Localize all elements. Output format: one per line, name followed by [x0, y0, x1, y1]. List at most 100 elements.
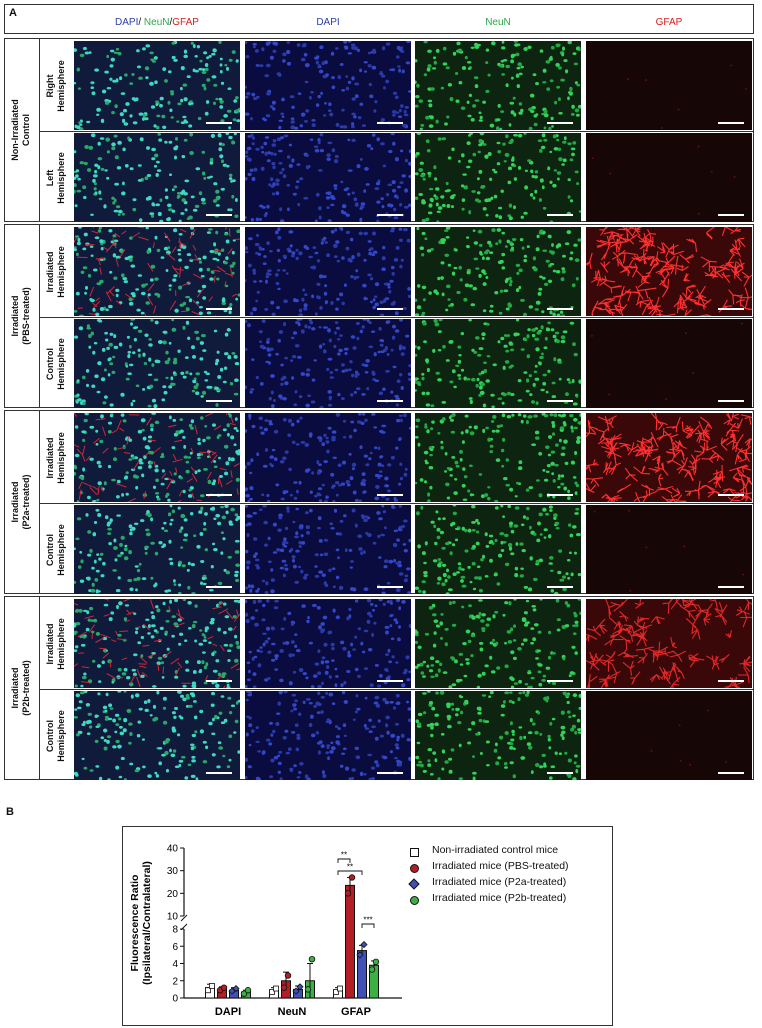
- column-title-part: GFAP: [655, 17, 683, 28]
- group-label: Non-Irradiated Control: [10, 70, 32, 190]
- scale-bar: [206, 680, 232, 682]
- merged-fluorescence-image: [74, 227, 240, 316]
- merged-fluorescence-image: [74, 505, 240, 594]
- neun-fluorescence-image: [415, 413, 581, 502]
- data-point: [220, 984, 228, 991]
- panel-a-letter: A: [9, 7, 17, 19]
- group-label-line: Control: [21, 114, 31, 146]
- data-point: [280, 984, 288, 991]
- scale-bar: [377, 772, 403, 774]
- data-point: [304, 986, 312, 993]
- group-label: Irradiated (P2b-treated): [10, 628, 32, 748]
- y-axis-label-line: Fluorescence Ratio: [129, 875, 141, 972]
- merged-fluorescence-image: [74, 691, 240, 780]
- group-label-line: (PBS-treated): [21, 287, 31, 345]
- data-point: [269, 989, 275, 995]
- row-label-line: Left: [45, 169, 55, 186]
- neun-fluorescence-image: [415, 133, 581, 222]
- group-label: Irradiated (PBS-treated): [10, 256, 32, 376]
- dapi-fluorescence-image: [245, 41, 411, 130]
- panel-b-letter: B: [6, 806, 14, 818]
- scale-bar: [718, 308, 744, 310]
- scale-bar: [547, 122, 573, 124]
- dapi-fluorescence-image: [245, 319, 411, 408]
- row-divider: [39, 503, 754, 504]
- gfap-fluorescence-image: [586, 133, 752, 222]
- scale-bar: [377, 400, 403, 402]
- data-point: [360, 940, 368, 949]
- scale-bar: [547, 586, 573, 588]
- data-point: [232, 984, 240, 993]
- data-point: [368, 966, 376, 973]
- data-point: [372, 958, 380, 965]
- column-title-part: /: [138, 17, 144, 28]
- row-label-line: Control: [45, 347, 55, 380]
- group-label-line: Irradiated: [10, 481, 20, 523]
- significance-label: **: [347, 863, 353, 872]
- legend-marker: [410, 864, 419, 873]
- group-label-divider: [39, 410, 40, 594]
- scale-bar: [377, 586, 403, 588]
- scale-bar: [718, 214, 744, 216]
- data-point: [296, 983, 304, 991]
- group-label-divider: [39, 596, 40, 780]
- data-point: [337, 985, 343, 992]
- row-label: Control Hemisphere: [45, 510, 67, 590]
- neun-fluorescence-image: [415, 505, 581, 594]
- row-label-line: Hemisphere: [56, 151, 66, 204]
- group-label-divider: [39, 38, 40, 222]
- data-point: [284, 972, 292, 979]
- panel-b-frame: [122, 826, 613, 1026]
- gfap-fluorescence-image: [586, 413, 752, 502]
- scale-bar: [718, 680, 744, 682]
- column-title-part: /: [169, 17, 173, 28]
- column-title: GFAP: [586, 17, 752, 28]
- scale-bar: [547, 308, 573, 310]
- data-point: [308, 955, 316, 963]
- panel-a-header-frame: [4, 4, 754, 34]
- scale-bar: [206, 214, 232, 216]
- scale-bar: [718, 400, 744, 402]
- neun-fluorescence-image: [415, 41, 581, 130]
- y-tick-label: 4: [172, 959, 178, 970]
- data-point: [292, 987, 300, 995]
- group-label-line: Non-Irradiated: [10, 99, 20, 161]
- y-tick-label: 8: [172, 925, 178, 936]
- row-label-line: Control: [45, 719, 55, 752]
- data-point: [333, 989, 339, 995]
- y-tick-label: 2: [172, 976, 178, 987]
- y-tick-label: 0: [172, 994, 178, 1005]
- merged-fluorescence-image: [74, 413, 240, 502]
- data-point: [209, 983, 215, 989]
- data-point: [240, 990, 248, 997]
- scale-bar: [718, 586, 744, 588]
- x-category-label: DAPI: [215, 1006, 241, 1018]
- row-divider: [39, 131, 754, 132]
- scale-bar: [206, 400, 232, 402]
- scale-bar: [718, 122, 744, 124]
- y-tick-label: 6: [172, 942, 178, 953]
- scale-bar: [377, 680, 403, 682]
- legend-label: Irradiated mice (PBS-treated): [432, 860, 569, 872]
- row-label-line: Hemisphere: [56, 523, 66, 576]
- merged-fluorescence-image: [74, 133, 240, 222]
- column-title-part: DAPI: [115, 17, 139, 28]
- legend-marker: [410, 896, 419, 905]
- y-tick-label: 10: [167, 912, 179, 923]
- merged-fluorescence-image: [74, 41, 240, 130]
- column-title: NeuN: [415, 17, 581, 28]
- gfap-fluorescence-image: [586, 319, 752, 408]
- legend-label: Non-irradiated control mice: [432, 844, 559, 856]
- scale-bar: [206, 772, 232, 774]
- column-title-part: NeuN: [485, 17, 511, 28]
- gfap-fluorescence-image: [586, 691, 752, 780]
- scale-bar: [547, 214, 573, 216]
- scale-bar: [206, 122, 232, 124]
- scale-bar: [206, 308, 232, 310]
- row-label: Irradiated Hemisphere: [45, 232, 67, 312]
- y-tick-label: 20: [167, 889, 179, 900]
- row-label-line: Irradiated: [45, 251, 55, 293]
- data-point: [205, 987, 211, 994]
- scale-bar: [206, 494, 232, 496]
- gfap-fluorescence-image: [586, 599, 752, 688]
